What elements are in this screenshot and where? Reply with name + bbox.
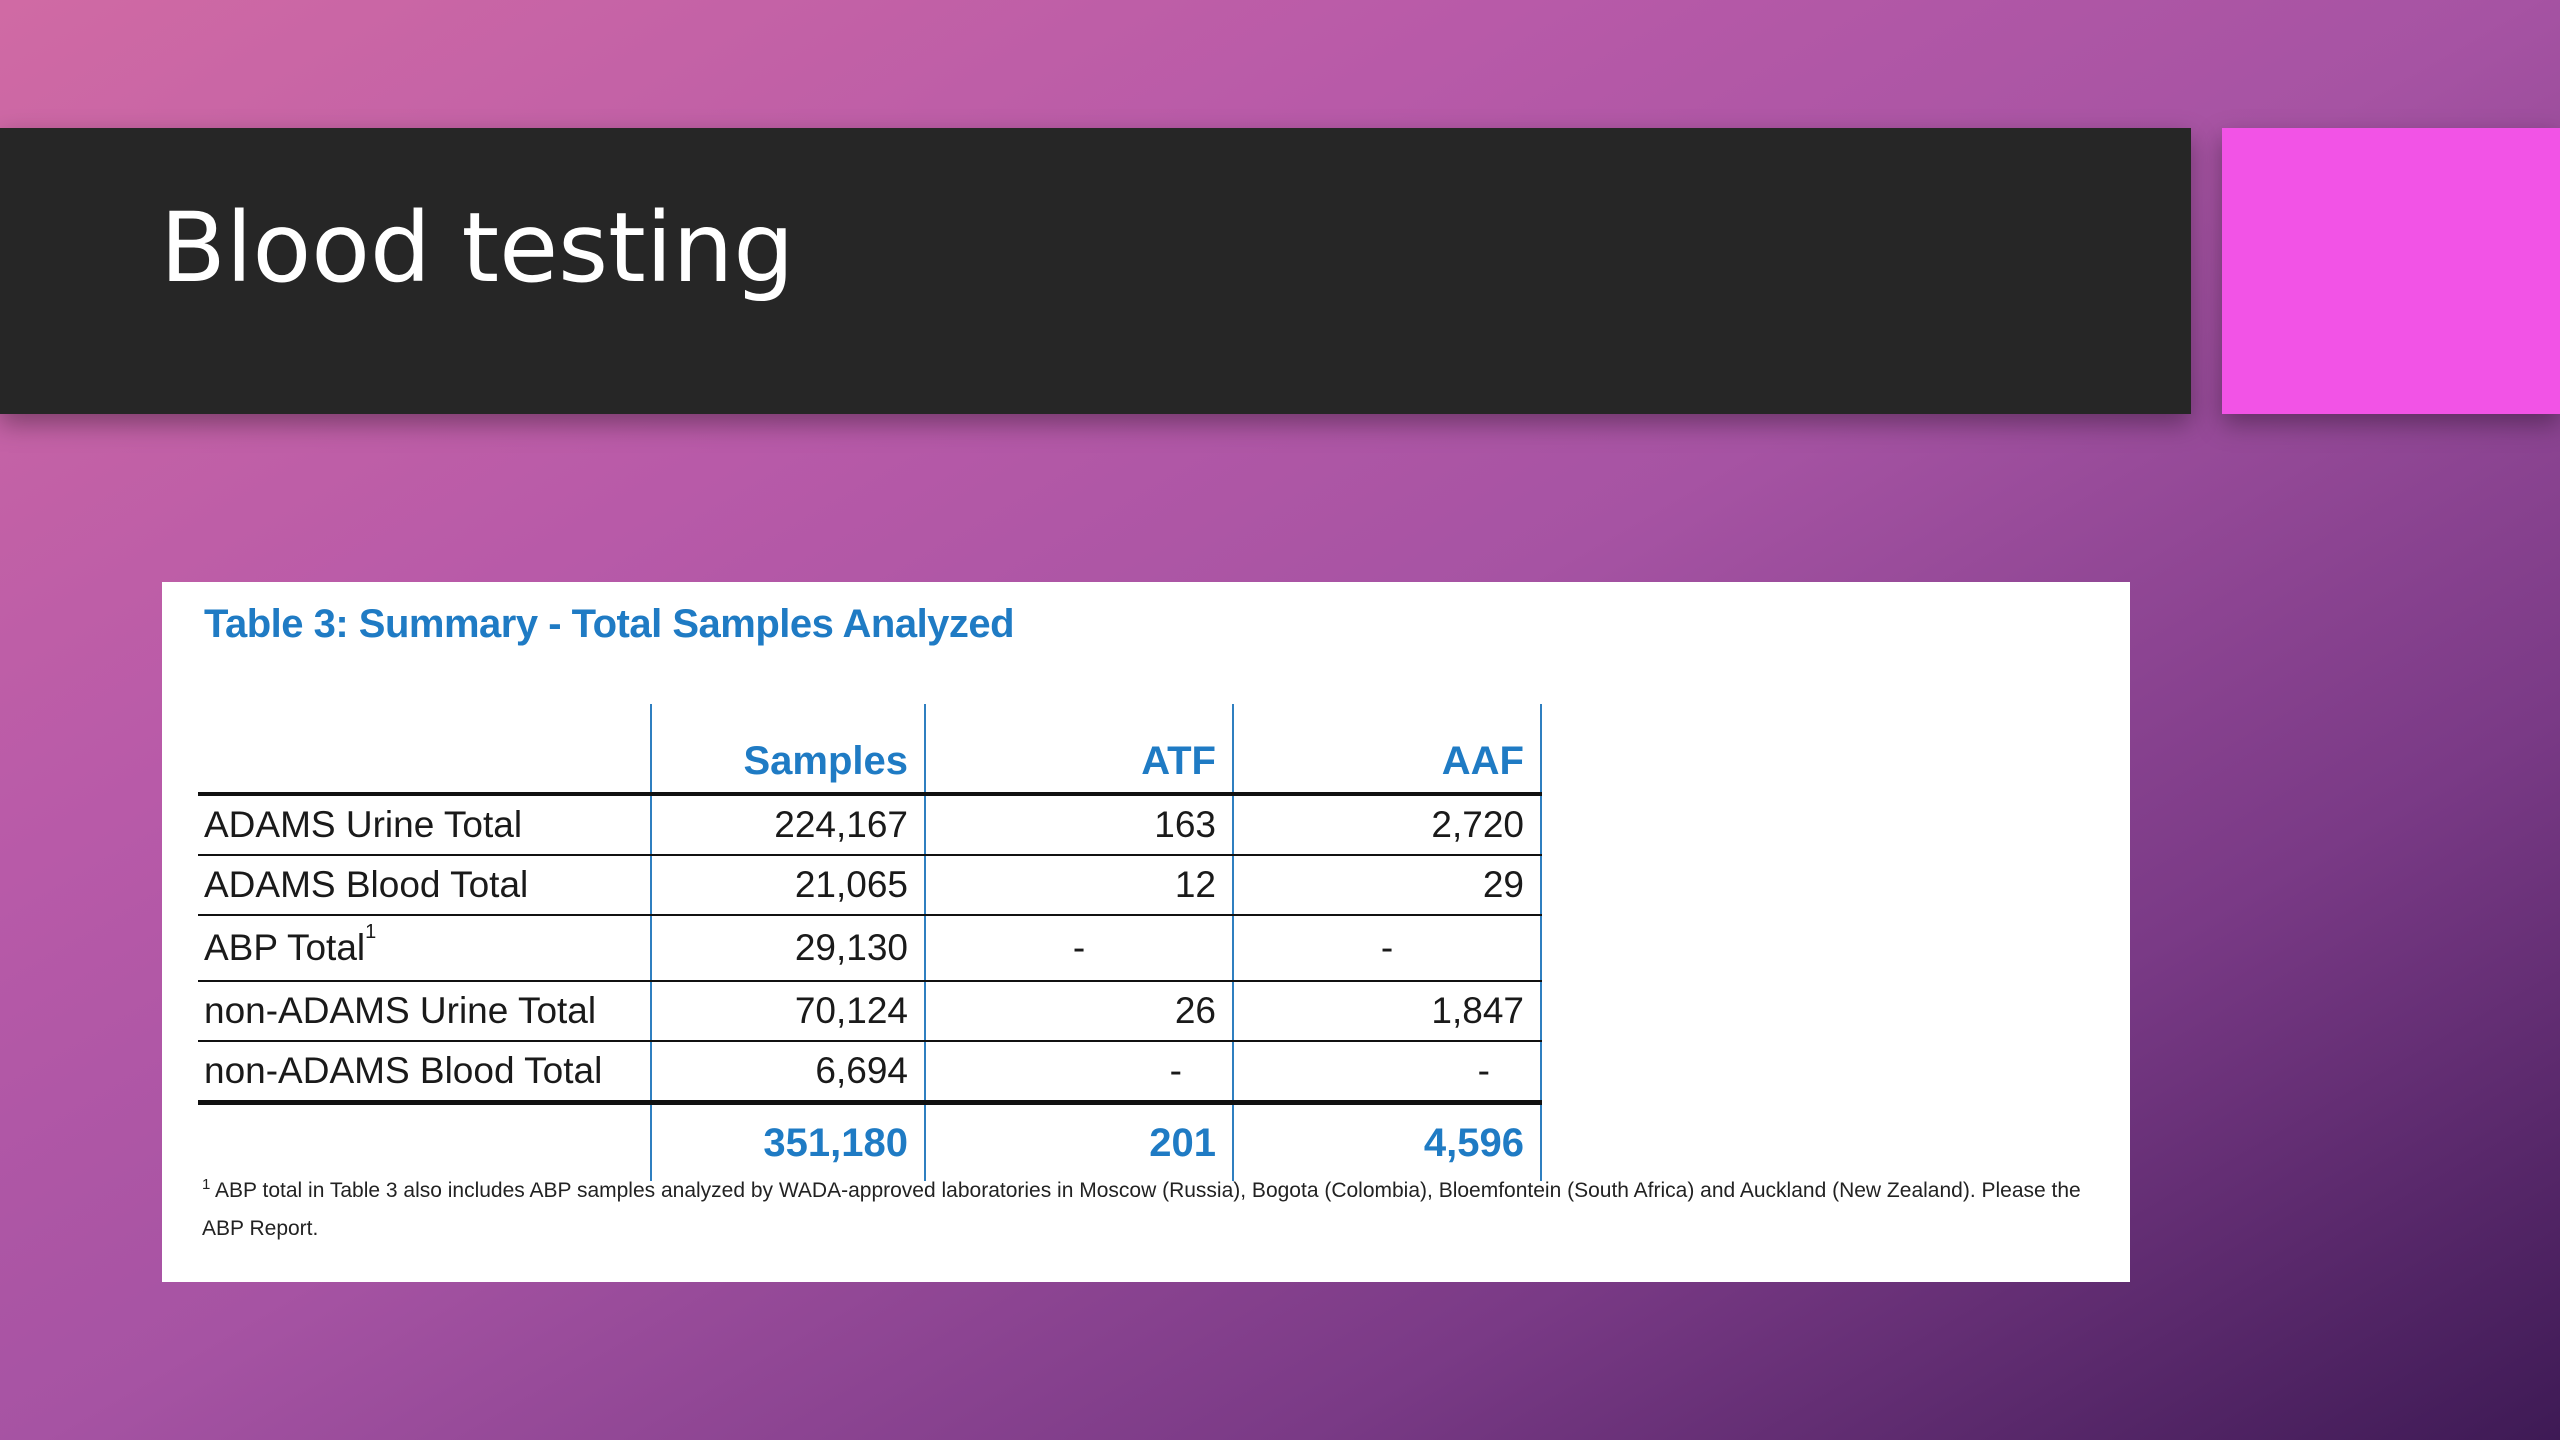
cell-atf: 26 <box>924 981 1233 1042</box>
cell-aaf: - <box>1232 915 1542 982</box>
totals-row: 351,180 201 4,596 <box>198 1102 1542 1181</box>
row-label: non-ADAMS Urine Total <box>198 981 651 1042</box>
cell-samples: 6,694 <box>650 1041 925 1105</box>
cell-atf: - <box>924 1041 1233 1105</box>
footnote-text: ABP total in Table 3 also includes ABP s… <box>202 1179 2081 1240</box>
cell-atf: - <box>924 915 1233 982</box>
table-row: non-ADAMS Blood Total 6,694 - - <box>198 1041 1542 1105</box>
accent-box <box>2222 128 2560 414</box>
header-atf: ATF <box>924 704 1233 796</box>
table-image-card: Table 3: Summary - Total Samples Analyze… <box>162 582 2130 1282</box>
row-label: ADAMS Blood Total <box>198 855 651 916</box>
header-aaf: AAF <box>1232 704 1542 796</box>
row-label-cell: ABP Total1 <box>198 915 651 982</box>
table-row: ADAMS Urine Total 224,167 163 2,720 <box>198 794 1542 856</box>
total-aaf: 4,596 <box>1232 1102 1542 1181</box>
cell-samples: 70,124 <box>650 981 925 1042</box>
summary-table: Samples ATF AAF ADAMS Urine Total 224,16… <box>198 704 1542 1181</box>
row-label: ADAMS Urine Total <box>198 794 651 856</box>
cell-aaf: 29 <box>1232 855 1542 916</box>
total-samples: 351,180 <box>650 1102 925 1181</box>
footnote-marker: 1 <box>202 1176 211 1193</box>
table-heading: Table 3: Summary - Total Samples Analyze… <box>204 602 1015 646</box>
cell-atf: 12 <box>924 855 1233 916</box>
footnote-marker: 1 <box>365 921 377 943</box>
cell-aaf: - <box>1232 1041 1542 1105</box>
header-empty-cell <box>198 704 651 796</box>
table-row: non-ADAMS Urine Total 70,124 26 1,847 <box>198 981 1542 1042</box>
total-atf: 201 <box>924 1102 1233 1181</box>
header-samples: Samples <box>650 704 925 796</box>
row-label: non-ADAMS Blood Total <box>198 1041 651 1105</box>
cell-samples: 21,065 <box>650 855 925 916</box>
cell-samples: 224,167 <box>650 794 925 856</box>
title-bar <box>0 128 2191 414</box>
slide-title: Blood testing <box>160 192 795 304</box>
table-footnote: 1 ABP total in Table 3 also includes ABP… <box>202 1166 2082 1248</box>
cell-atf: 163 <box>924 794 1233 856</box>
cell-aaf: 1,847 <box>1232 981 1542 1042</box>
table-row: ADAMS Blood Total 21,065 12 29 <box>198 855 1542 916</box>
table-row: ABP Total1 29,130 - - <box>198 915 1542 982</box>
cell-samples: 29,130 <box>650 915 925 982</box>
cell-aaf: 2,720 <box>1232 794 1542 856</box>
row-label: ABP Total <box>204 927 366 968</box>
table-header-row: Samples ATF AAF <box>198 704 1542 796</box>
